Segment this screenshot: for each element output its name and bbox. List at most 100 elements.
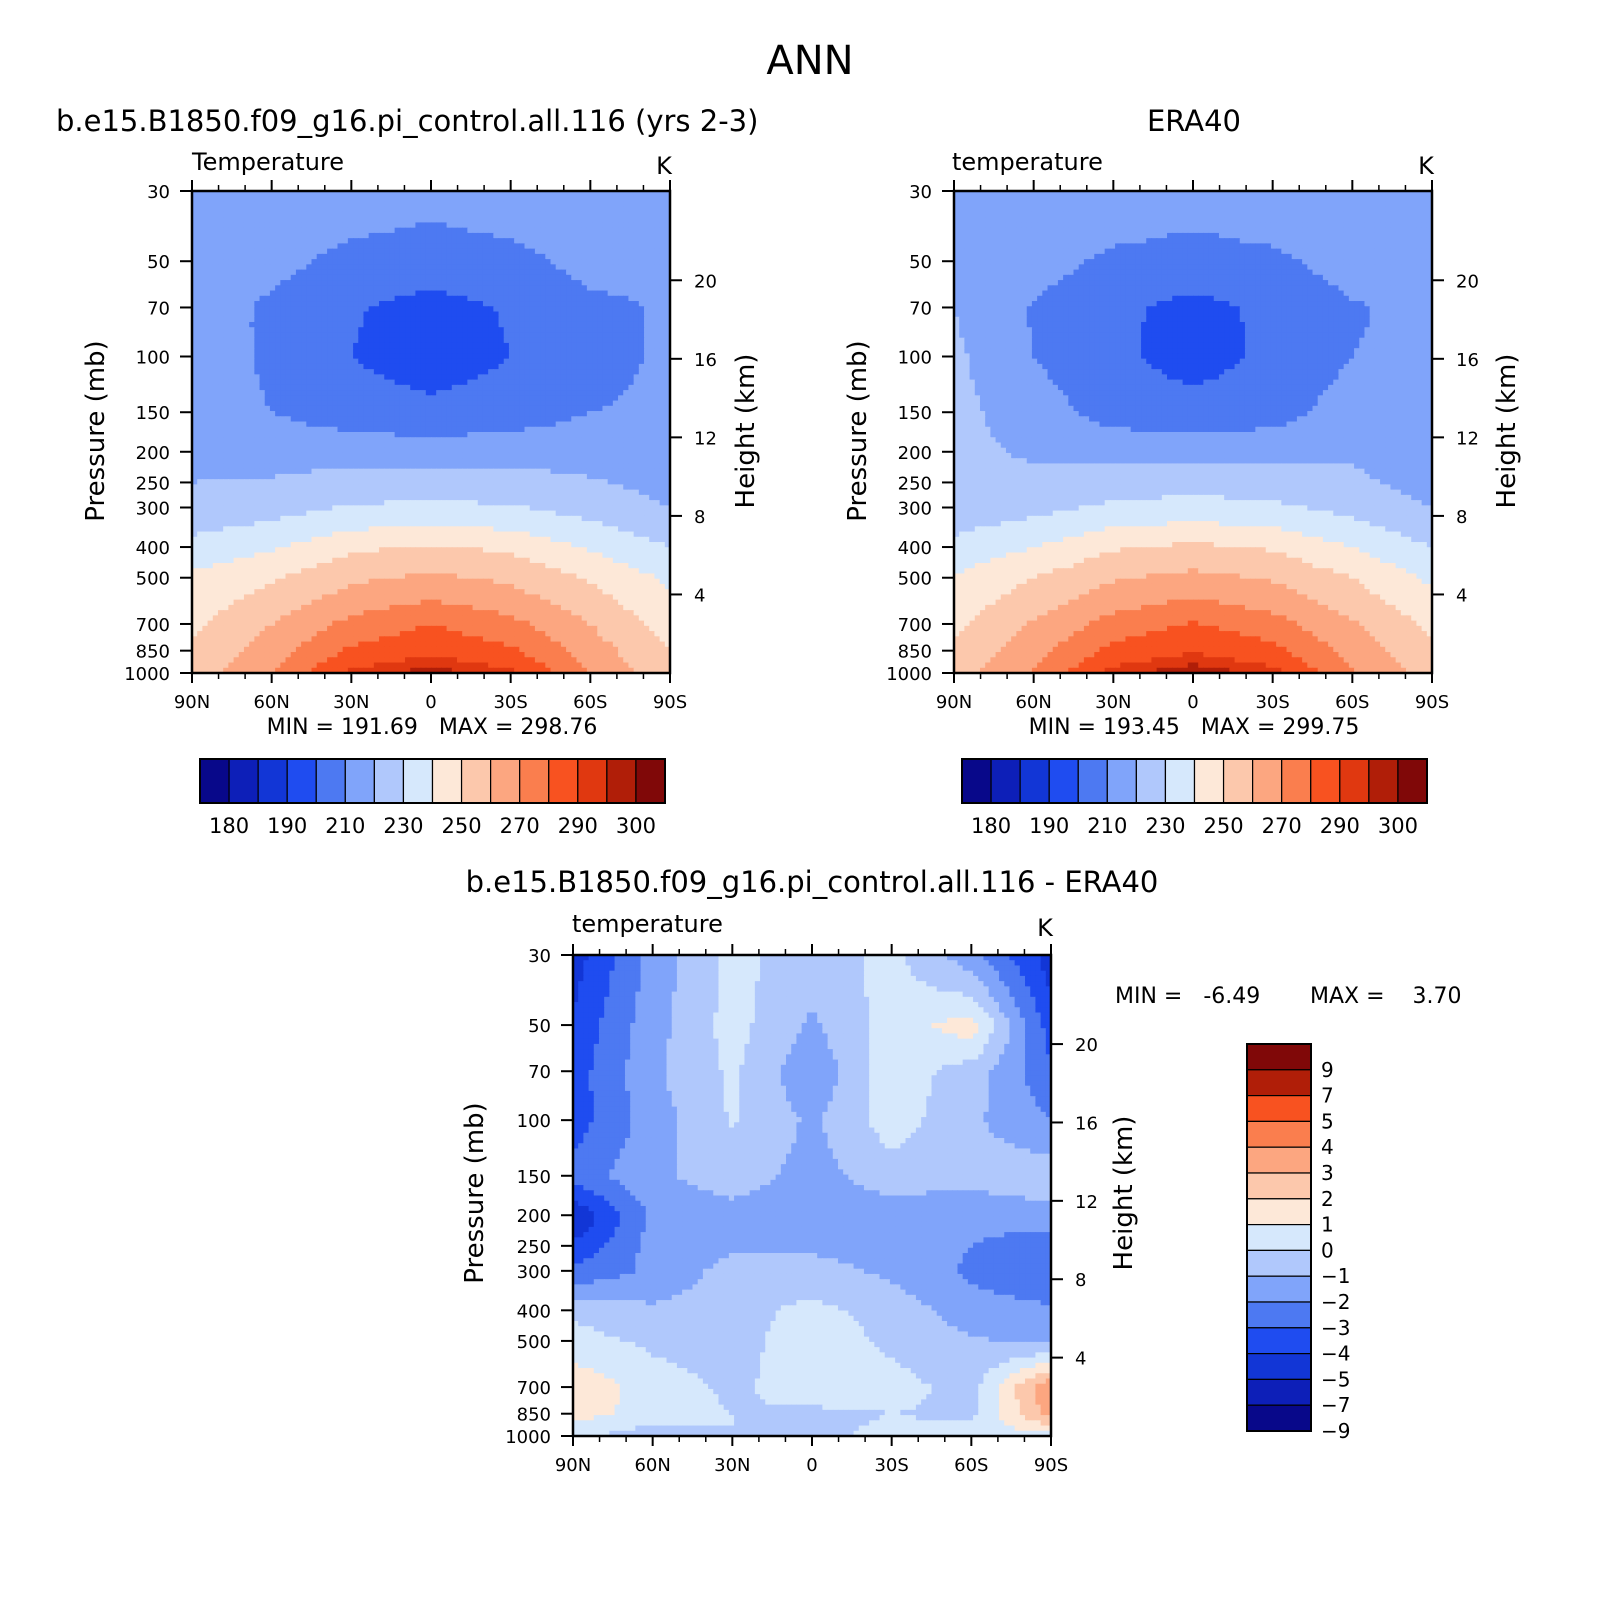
plot-model-cell bbox=[561, 233, 567, 239]
plot-model-cell bbox=[530, 196, 536, 202]
plot-model-cell bbox=[571, 374, 577, 380]
plot-model-cell bbox=[275, 201, 281, 207]
plot-model-cell bbox=[234, 369, 240, 375]
plot-model-cell bbox=[587, 364, 593, 370]
plot-model-cell bbox=[525, 222, 531, 228]
plot-model-cell bbox=[519, 448, 525, 454]
plot-model-cell bbox=[540, 348, 546, 354]
plot-model-cell bbox=[223, 369, 229, 375]
plot-model-cell bbox=[628, 401, 634, 407]
plot-model-cell bbox=[483, 353, 489, 359]
plot-model-cell bbox=[457, 238, 463, 244]
plot-model-cell bbox=[628, 270, 634, 276]
plot-model-cell bbox=[343, 422, 349, 428]
plot-model-cell bbox=[353, 233, 359, 239]
plot-model-cell bbox=[582, 458, 588, 464]
plot-model-cell bbox=[405, 406, 411, 412]
plot-model-cell bbox=[400, 327, 406, 333]
plot-model-cell bbox=[493, 432, 499, 438]
plot-model-cell bbox=[239, 201, 245, 207]
plot-model-cell bbox=[389, 217, 395, 223]
plot-model-cell bbox=[389, 463, 395, 469]
plot-model-cell bbox=[265, 359, 271, 365]
plot-model-cell bbox=[322, 207, 328, 213]
plot-model-cell bbox=[587, 249, 593, 255]
plot-model-cell bbox=[488, 291, 494, 297]
plot-model-cell bbox=[540, 458, 546, 464]
plot-model-cell bbox=[332, 306, 338, 312]
plot-model-cell bbox=[597, 442, 603, 448]
plot-model-cell bbox=[405, 312, 411, 318]
plot-model-cell bbox=[654, 322, 660, 328]
plot-model-cell bbox=[249, 469, 255, 475]
plot-model-cell bbox=[644, 327, 650, 333]
plot-model-cell bbox=[208, 228, 214, 234]
plot-model-cell bbox=[395, 212, 401, 218]
plot-model-cell bbox=[301, 301, 307, 307]
plot-model-cell bbox=[519, 369, 525, 375]
plot-model-cell bbox=[654, 437, 660, 443]
plot-model-cell bbox=[265, 196, 271, 202]
plot-model-cell bbox=[301, 406, 307, 412]
plot-model-cell bbox=[337, 437, 343, 443]
plot-model-cell bbox=[608, 453, 614, 459]
plot-model-cell bbox=[317, 453, 323, 459]
plot-model-cell bbox=[618, 437, 624, 443]
plot-model-cell bbox=[260, 359, 266, 365]
plot-model-cell bbox=[509, 270, 515, 276]
plot-model-cell bbox=[556, 332, 562, 338]
plot-model-cell bbox=[421, 353, 427, 359]
plot-model-cell bbox=[254, 406, 260, 412]
plot-model-cell bbox=[623, 296, 629, 302]
plot-model-cell bbox=[628, 427, 634, 433]
plot-model-cell bbox=[566, 285, 572, 291]
plot-model-cell bbox=[628, 332, 634, 338]
plot-model-cell bbox=[353, 291, 359, 297]
plot-model-cell bbox=[343, 432, 349, 438]
plot-model-cell bbox=[363, 222, 369, 228]
plot-model-cell bbox=[322, 259, 328, 265]
plot-model-cell bbox=[478, 280, 484, 286]
plot-model-cell bbox=[566, 364, 572, 370]
plot-model-cell bbox=[441, 332, 447, 338]
plot-model-cell bbox=[296, 348, 302, 354]
plot-model-cell bbox=[628, 448, 634, 454]
plot-model-cell bbox=[576, 390, 582, 396]
plot-model-cell bbox=[525, 359, 531, 365]
plot-model-cell bbox=[343, 317, 349, 323]
plot-model-cell bbox=[608, 312, 614, 318]
plot-model-cell bbox=[327, 406, 333, 412]
plot-model-cell bbox=[514, 448, 520, 454]
plot-model-cell bbox=[431, 385, 437, 391]
plot-model-cell bbox=[473, 196, 479, 202]
plot-model-cell bbox=[592, 453, 598, 459]
plot-model-cell bbox=[234, 432, 240, 438]
plot-model-cell bbox=[535, 296, 541, 302]
plot-model-cell bbox=[265, 322, 271, 328]
plot-model-cell bbox=[545, 238, 551, 244]
plot-model-cell bbox=[644, 270, 650, 276]
plot-model-cell bbox=[421, 390, 427, 396]
plot-model-cell bbox=[540, 238, 546, 244]
plot-model-cell bbox=[634, 411, 640, 417]
plot-model-cell bbox=[608, 238, 614, 244]
plot-model-cell bbox=[244, 385, 250, 391]
plot-model-cell bbox=[415, 259, 421, 265]
plot-model-cell bbox=[462, 437, 468, 443]
plot-model-cell bbox=[571, 416, 577, 422]
plot-model-cell bbox=[234, 458, 240, 464]
plot-model-cell bbox=[415, 348, 421, 354]
plot-model-cell bbox=[504, 469, 510, 475]
plot-model-cell bbox=[286, 374, 292, 380]
plot-model-cell bbox=[317, 374, 323, 380]
plot-model-cell bbox=[384, 422, 390, 428]
plot-model-cell bbox=[571, 201, 577, 207]
plot-model-cell bbox=[286, 264, 292, 270]
plot-model-cell bbox=[234, 285, 240, 291]
plot-model-cell bbox=[639, 233, 645, 239]
plot-model-cell bbox=[499, 291, 505, 297]
plot-model-cell bbox=[410, 338, 416, 344]
plot-model-cell bbox=[400, 201, 406, 207]
plot-model-cell bbox=[592, 422, 598, 428]
plot-model-cell bbox=[322, 406, 328, 412]
